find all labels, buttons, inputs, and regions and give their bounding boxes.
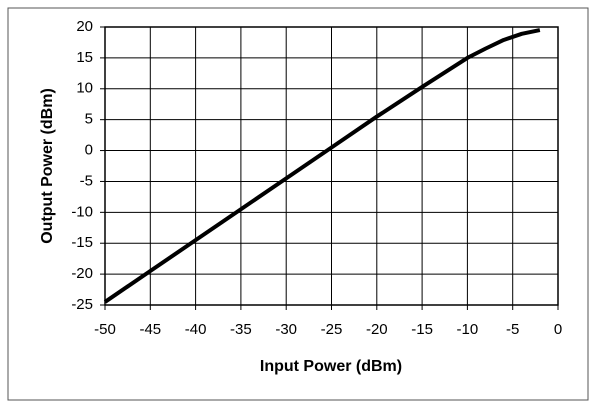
x-tick-label: -35 [230,321,252,338]
y-tick-label: 15 [76,49,93,66]
data-line [103,28,541,304]
x-tick-label: 0 [554,321,562,338]
y-tick-label: 5 [85,111,93,128]
x-tick-label: -5 [506,321,519,338]
y-tick-label: -10 [71,203,93,220]
plot-frame [104,26,559,306]
x-tick-label: -40 [185,321,207,338]
x-tick-label: -45 [139,321,161,338]
y-tick-label: -15 [71,234,93,251]
y-tick-label: -20 [71,265,93,282]
y-tick-label: -5 [80,172,93,189]
y-tick-label: 0 [85,142,93,159]
y-axis-title: Output Power (dBm) [39,88,56,244]
x-tick-label: -20 [366,321,388,338]
x-tick-label: -30 [275,321,297,338]
x-tick-label: -50 [94,321,116,338]
y-tick-label: 20 [76,18,93,35]
x-axis-title: Input Power (dBm) [260,358,402,375]
x-tick-label: -15 [411,321,433,338]
x-tick-label: -10 [457,321,479,338]
y-tick-label: 10 [76,80,93,97]
x-tick-label: -25 [321,321,343,338]
chart-frame [7,7,589,401]
y-tick-label: -25 [71,296,93,313]
